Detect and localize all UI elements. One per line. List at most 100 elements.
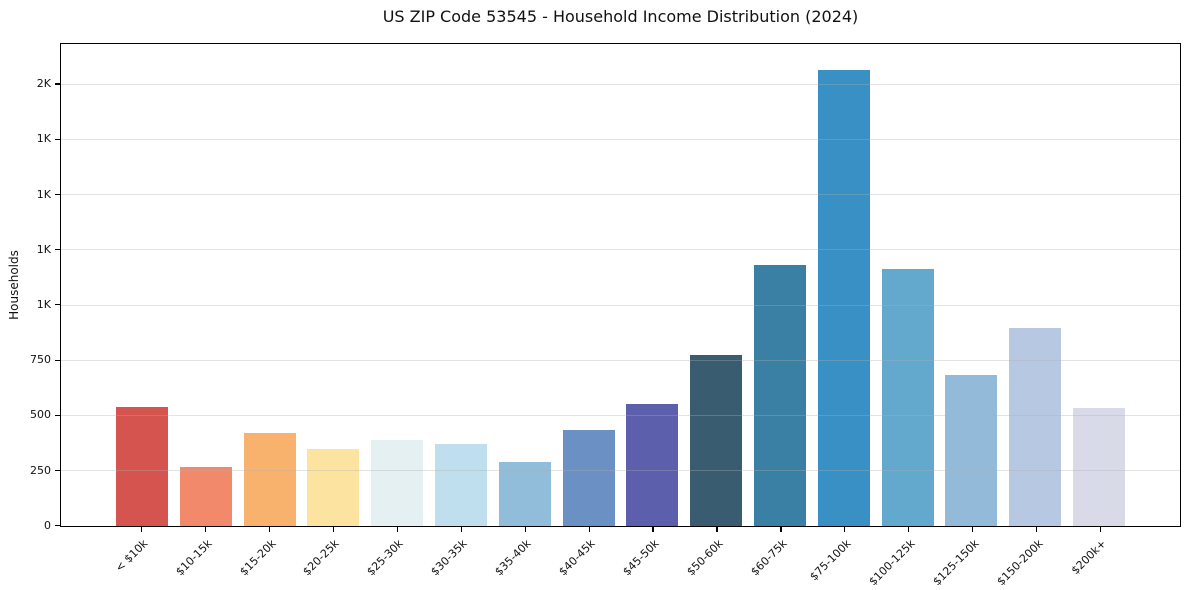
x-tick-mark <box>204 527 207 532</box>
bar-2 <box>179 467 232 526</box>
y-axis: 0 250 500 750 1K 1K 1K 1K 2K <box>0 43 60 532</box>
x-tick-mark <box>140 527 143 532</box>
x-tick-label: $15-20k <box>236 537 279 579</box>
bar-13 <box>881 268 934 526</box>
bar-3 <box>243 432 296 526</box>
y-tick-label: 1K <box>36 297 51 311</box>
x-tick-label: $75-100k <box>807 537 854 584</box>
x-tick-mark <box>844 527 846 532</box>
y-tick-mark <box>55 359 60 361</box>
bar-slot <box>110 44 174 526</box>
y-tick-label: 250 <box>30 463 51 477</box>
bar-4 <box>307 448 360 526</box>
bar-10 <box>690 354 743 526</box>
bars-layer <box>61 44 1180 526</box>
y-tick-mark <box>55 469 60 472</box>
x-slot: $25-30k <box>365 527 429 589</box>
x-tick-mark <box>460 527 462 532</box>
x-slot: $150-200k <box>994 527 1068 589</box>
x-tick-label: $60-75k <box>748 537 790 579</box>
x-slot: $15-20k <box>237 527 301 589</box>
x-tick-label: $35-40k <box>492 537 534 579</box>
x-tick-mark <box>972 527 974 532</box>
bar-slot <box>1067 44 1131 526</box>
bar-slot <box>174 44 238 526</box>
x-tick-mark <box>396 527 398 532</box>
x-slot: $50-60k <box>684 527 748 589</box>
bar-6 <box>434 443 487 526</box>
x-slot: $75-100k <box>807 527 876 589</box>
y-tick-mark <box>55 193 60 196</box>
y-tick-label: 1K <box>36 187 51 201</box>
bar-16 <box>1073 408 1126 526</box>
x-tick-label: $30-35k <box>428 537 470 579</box>
x-tick-label: $20-25k <box>300 537 342 579</box>
x-slot: $10-15k <box>173 527 237 589</box>
y-tick-label: 0 <box>44 518 51 532</box>
bar-slot <box>876 44 940 526</box>
x-slot: $200k+ <box>1068 527 1132 589</box>
bar-14 <box>945 375 998 526</box>
x-tick-label: $10-15k <box>172 537 215 579</box>
y-tick-mark <box>55 249 60 251</box>
y-tick-label: 1K <box>36 242 51 256</box>
x-slot: $45-50k <box>620 527 685 589</box>
x-tick-mark <box>652 527 654 532</box>
bar-slot <box>301 44 365 526</box>
bar-slot <box>748 44 812 526</box>
x-tick-label: $45-50k <box>620 537 662 579</box>
bar-slot <box>365 44 429 526</box>
x-slot: $125-150k <box>930 527 1004 589</box>
bar-12 <box>817 70 870 526</box>
x-tick-mark <box>588 527 590 532</box>
y-tick-label: 1K <box>36 132 51 146</box>
bar-slot <box>238 44 302 526</box>
y-tick-label: 750 <box>30 353 51 367</box>
bar-slot <box>429 44 493 526</box>
chart-title: US ZIP Code 53545 - Household Income Dis… <box>382 7 859 26</box>
x-tick-label: $25-30k <box>364 537 406 579</box>
x-tick-label: $40-45k <box>556 537 598 579</box>
bar-slot <box>684 44 748 526</box>
y-tick-mark <box>55 83 60 85</box>
y-tick-label: 500 <box>30 408 51 422</box>
bar-slot <box>621 44 685 526</box>
bar-8 <box>562 429 615 526</box>
x-tick-mark <box>1100 527 1102 532</box>
x-tick-mark <box>716 527 718 532</box>
x-tick-mark <box>908 527 910 532</box>
bar-slot <box>1003 44 1067 526</box>
x-tick-mark <box>780 527 782 532</box>
bar-7 <box>498 462 551 526</box>
y-tick-label: 2K <box>36 77 51 90</box>
bar-1 <box>115 406 168 526</box>
bar-slot <box>812 44 876 526</box>
x-slot: $60-75k <box>748 527 812 589</box>
y-tick-mark <box>55 138 60 140</box>
y-tick-mark <box>55 304 60 306</box>
y-tick-mark <box>55 414 60 416</box>
x-slot: $100-125k <box>866 527 940 589</box>
y-tick-mark <box>55 525 60 527</box>
x-axis: < $10k $10-15k $15-20k $20-25k $25-30k $30-35… <box>60 527 1181 589</box>
x-slot: $20-25k <box>301 527 365 589</box>
x-tick-label: $50-60k <box>684 537 726 579</box>
bar-9 <box>626 403 679 526</box>
x-tick-mark <box>332 527 334 532</box>
plot-area <box>60 43 1181 527</box>
x-slot: $40-45k <box>556 527 621 589</box>
x-tick-mark <box>268 527 271 532</box>
bar-slot <box>493 44 557 526</box>
bar-15 <box>1009 328 1062 526</box>
x-tick-mark <box>524 527 526 532</box>
x-slot: < $10k <box>109 527 173 589</box>
bar-slot <box>940 44 1004 526</box>
x-tick-label: $200k+ <box>1069 537 1110 578</box>
x-tick-mark <box>1036 527 1038 532</box>
bar-slot <box>557 44 621 526</box>
bar-11 <box>754 264 807 526</box>
x-tick-label: < $10k <box>112 537 151 575</box>
bar-5 <box>371 440 424 526</box>
x-slot: $35-40k <box>493 527 557 589</box>
